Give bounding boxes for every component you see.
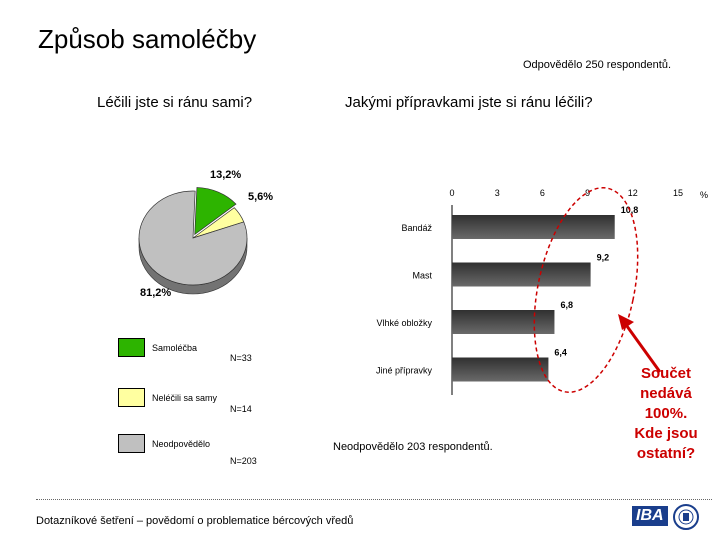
bar-axis-tick-label: 6 xyxy=(540,188,545,198)
legend-label-no-answer: Neodpovědělo xyxy=(152,439,211,449)
question-products: Jakými přípravkami jste si ránu léčili? xyxy=(345,94,593,111)
bar-axis-tick-label: 3 xyxy=(495,188,500,198)
bar-category-label: Bandáž xyxy=(401,223,432,233)
footer-text: Dotazníkové šetření – povědomí o problem… xyxy=(36,515,354,527)
bar-2 xyxy=(452,262,591,287)
bar-3 xyxy=(452,310,555,334)
bar-axis-tick-label: 9 xyxy=(585,188,590,198)
legend: Samoléčba N=33 Neléčili sa samy N=14 Neo… xyxy=(118,338,288,468)
bar-axis-tick-label: 0 xyxy=(449,188,454,198)
pie-label-2: 5,6% xyxy=(248,191,273,203)
bar-axis-unit: % xyxy=(700,190,708,200)
university-seal-icon xyxy=(673,504,699,530)
annotation-line-4: Kde jsou xyxy=(634,425,698,442)
page-title: Způsob samoléčby xyxy=(38,24,257,54)
legend-n-no-answer: N=203 xyxy=(230,456,257,466)
pie-label-3: 81,2% xyxy=(140,287,171,299)
annotation-arrow xyxy=(622,321,662,373)
legend-swatch-self-treatment xyxy=(118,338,145,357)
highlight-ellipse xyxy=(533,187,639,393)
bar-4 xyxy=(452,357,549,382)
pie-slice-1 xyxy=(194,187,237,236)
respondents-count: Odpovědělo 250 respondentů. xyxy=(523,59,672,71)
bar-1 xyxy=(452,215,615,239)
pie-label-1: 13,2% xyxy=(210,169,241,181)
footer-divider xyxy=(36,499,712,500)
annotation-arrow-head xyxy=(618,314,634,330)
legend-label-not-self: Neléčili sa samy xyxy=(152,393,218,403)
legend-n-not-self: N=14 xyxy=(230,404,252,414)
legend-swatch-not-self xyxy=(118,388,145,407)
bar-axis-tick-label: 15 xyxy=(673,188,683,198)
legend-swatch-no-answer xyxy=(118,434,145,453)
bar-value-label: 6,8 xyxy=(560,300,573,310)
no-answer-note: Neodpovědělo 203 respondentů. xyxy=(333,441,493,453)
bar-axis-tick-label: 12 xyxy=(628,188,638,198)
iba-logo: IBA xyxy=(632,506,668,526)
bar-category-label: Mast xyxy=(412,271,432,281)
bar-category-label: Vlhké obložky xyxy=(376,318,432,328)
annotation-line-1: Součet xyxy=(640,365,691,382)
bar-value-label: 6,4 xyxy=(554,348,567,358)
annotation-line-3: 100%. xyxy=(644,405,688,422)
annotation-line-5: ostatní? xyxy=(636,445,696,462)
bar-value-label: 9,2 xyxy=(597,253,610,263)
bar-category-label: Jiné přípravky xyxy=(376,366,433,376)
legend-label-self-treatment: Samoléčba xyxy=(152,343,198,353)
legend-n-self-treatment: N=33 xyxy=(230,353,252,363)
annotation-line-2: nedává xyxy=(640,385,692,402)
sum-annotation: Součet nedává 100%. Kde jsou ostatní? xyxy=(618,364,714,464)
pie-slice-3 xyxy=(138,190,248,286)
question-self-treatment: Léčili jste si ránu sami? xyxy=(97,94,253,111)
